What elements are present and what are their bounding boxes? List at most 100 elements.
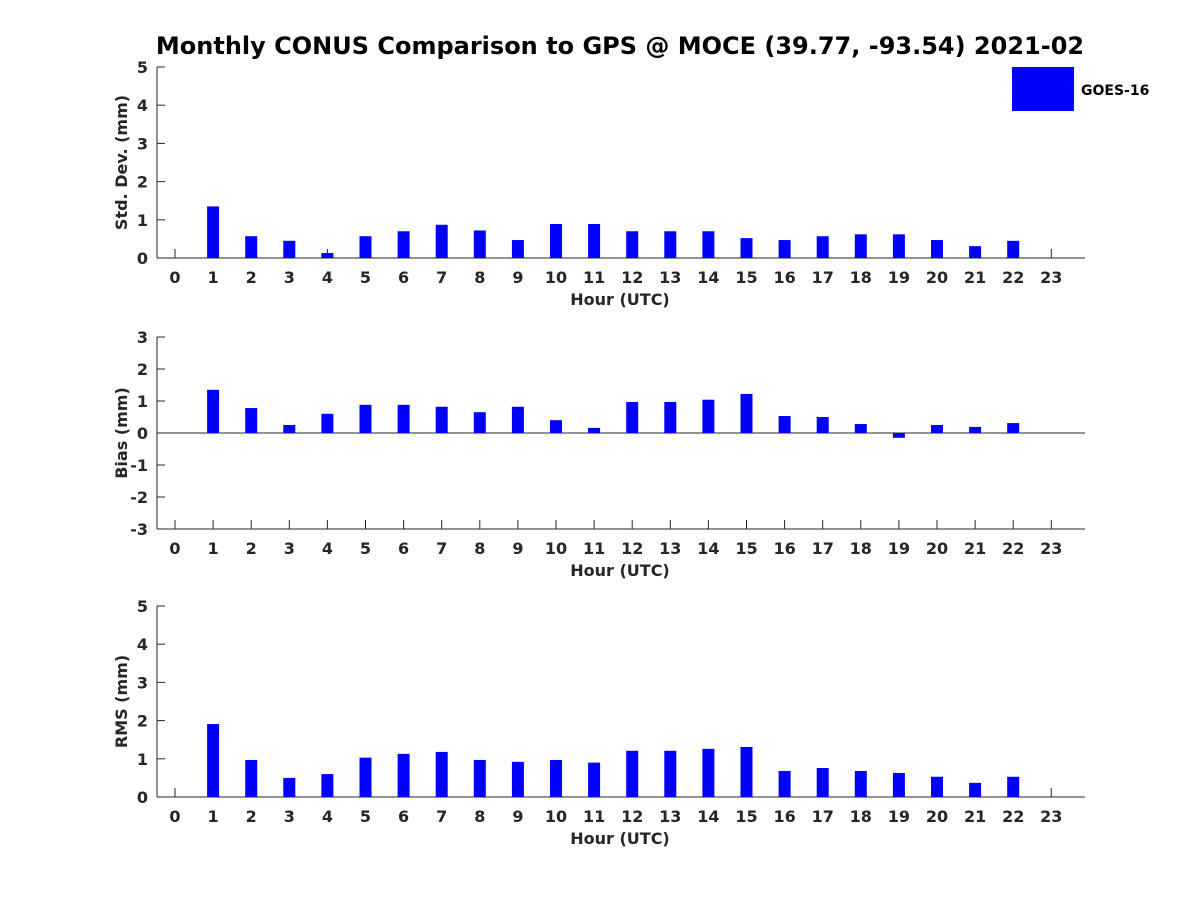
x-tick-label: 13 [659, 539, 681, 558]
bar-hour-4 [321, 253, 334, 258]
x-tick-label: 20 [926, 539, 948, 558]
x-tick-label: 20 [926, 268, 948, 287]
bar-hour-6 [397, 404, 410, 433]
chart-title: Monthly CONUS Comparison to GPS @ MOCE (… [156, 32, 1084, 60]
bar-hour-15 [740, 393, 753, 433]
x-tick-label: 12 [621, 539, 643, 558]
x-tick-label: 2 [246, 807, 257, 826]
bar-hour-13 [664, 401, 677, 433]
bar-hour-10 [550, 420, 562, 433]
bar-hour-11 [588, 762, 601, 797]
x-tick-label: 9 [512, 807, 523, 826]
x-tick-label: 20 [926, 807, 948, 826]
bar-hour-17 [816, 417, 829, 433]
bar-hour-4 [321, 774, 334, 797]
x-tick-label: 16 [773, 807, 795, 826]
y-tick-label: 3 [137, 134, 148, 153]
x-tick-label: 14 [697, 268, 719, 287]
x-tick-label: 2 [246, 539, 257, 558]
y-tick-label: 4 [137, 635, 148, 654]
x-tick-label: 22 [1002, 539, 1024, 558]
bar-hour-16 [778, 240, 791, 258]
x-tick-label: 10 [545, 807, 567, 826]
bar-hour-2 [245, 236, 258, 258]
y-tick-label: 1 [137, 392, 148, 411]
x-tick-label: 15 [735, 268, 757, 287]
bar-hour-3 [283, 777, 296, 797]
x-tick-label: 12 [621, 807, 643, 826]
x-tick-label: 17 [812, 539, 834, 558]
x-tick-label: 15 [735, 539, 757, 558]
x-tick-label: 5 [360, 268, 371, 287]
x-tick-label: 10 [545, 268, 567, 287]
x-tick-label: 14 [697, 539, 719, 558]
y-tick-label: -1 [130, 456, 148, 475]
x-tick-label: 1 [208, 807, 219, 826]
x-tick-label: 0 [169, 807, 180, 826]
bar-hour-10 [550, 224, 562, 258]
x-tick-label: 11 [583, 268, 605, 287]
bar-hour-4 [321, 413, 334, 433]
x-tick-label: 7 [436, 268, 447, 287]
bar-hour-19 [892, 234, 905, 258]
x-tick-label: 17 [812, 268, 834, 287]
x-tick-label: 19 [888, 268, 910, 287]
x-tick-label: 5 [360, 807, 371, 826]
bar-hour-20 [931, 240, 943, 258]
bar-hour-18 [854, 771, 867, 797]
bar-hour-16 [778, 771, 791, 797]
bar-hour-6 [397, 753, 410, 797]
bar-hour-7 [435, 224, 448, 258]
y-tick-label: 1 [137, 750, 148, 769]
legend-label: GOES-16 [1081, 83, 1149, 99]
x-tick-label: 1 [208, 539, 219, 558]
x-tick-label: 23 [1040, 539, 1062, 558]
bar-hour-22 [1007, 776, 1020, 797]
bar-hour-20 [931, 776, 943, 797]
y-axis-label: Bias (mm) [112, 387, 131, 479]
y-tick-label: 3 [137, 673, 148, 692]
bar-hour-9 [511, 761, 524, 797]
y-tick-label: 5 [137, 597, 148, 616]
x-tick-label: 16 [773, 268, 795, 287]
x-tick-label: 8 [474, 807, 485, 826]
x-axis-label: Hour (UTC) [570, 561, 670, 580]
x-tick-label: 7 [436, 807, 447, 826]
bar-hour-16 [778, 416, 791, 433]
bar-hour-5 [359, 404, 372, 433]
x-tick-label: 4 [322, 807, 333, 826]
y-tick-label: 0 [137, 788, 148, 807]
bar-hour-2 [245, 759, 258, 797]
x-tick-label: 3 [284, 268, 295, 287]
y-tick-label: -3 [130, 520, 148, 539]
bar-hour-1 [207, 724, 220, 797]
bar-hour-3 [283, 425, 296, 433]
bar-hour-13 [664, 231, 677, 258]
bar-hour-15 [740, 238, 753, 258]
x-tick-label: 23 [1040, 268, 1062, 287]
x-tick-label: 6 [398, 268, 409, 287]
x-tick-label: 17 [812, 807, 834, 826]
bar-hour-9 [511, 240, 524, 258]
y-tick-label: 5 [137, 58, 148, 77]
bar-hour-12 [626, 750, 639, 797]
bar-hour-9 [511, 406, 524, 433]
bar-hour-12 [626, 231, 639, 258]
bar-hour-17 [816, 236, 829, 258]
bar-hour-15 [740, 746, 753, 797]
y-tick-label: 2 [137, 173, 148, 192]
x-tick-label: 22 [1002, 807, 1024, 826]
bar-hour-5 [359, 236, 372, 258]
bar-hour-13 [664, 750, 677, 797]
bar-hour-21 [969, 782, 982, 797]
y-tick-label: 3 [137, 328, 148, 347]
x-tick-label: 1 [208, 268, 219, 287]
x-tick-label: 21 [964, 807, 986, 826]
x-axis-label: Hour (UTC) [570, 829, 670, 848]
bar-hour-7 [435, 406, 448, 433]
x-tick-label: 15 [735, 807, 757, 826]
bar-hour-21 [969, 426, 982, 433]
